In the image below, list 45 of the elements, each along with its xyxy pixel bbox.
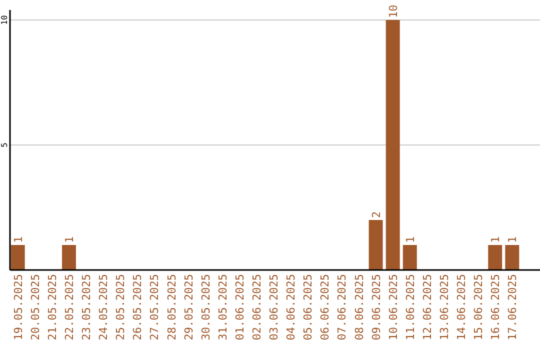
x-tick-label: 19.05.2025	[12, 274, 25, 340]
x-tick-label: 13.06.2025	[438, 274, 451, 340]
bar	[62, 245, 76, 270]
x-tick-label: 23.05.2025	[80, 274, 94, 340]
x-tick-label: 29.05.2025	[182, 274, 196, 340]
x-tick-label: 12.06.2025	[420, 274, 434, 340]
x-tick-label: 16.06.2025	[489, 274, 502, 340]
x-tick-label: 22.05.2025	[62, 274, 76, 340]
x-tick-label: 30.05.2025	[199, 274, 212, 340]
x-tick-label: 31.05.2025	[216, 274, 230, 340]
bar	[402, 245, 417, 270]
bar	[386, 20, 400, 270]
x-tick-label: 26.05.2025	[131, 274, 144, 340]
data-label: 2	[370, 211, 383, 218]
x-tick-label: 09.06.2025	[370, 274, 383, 340]
data-label: 10	[386, 4, 400, 18]
bar	[505, 245, 520, 270]
x-tick-label: 21.05.2025	[46, 274, 59, 340]
x-tick-label: 03.06.2025	[268, 274, 281, 340]
x-tick-label: 27.05.2025	[148, 274, 162, 340]
bar	[488, 245, 502, 270]
x-tick-label: 08.06.2025	[352, 274, 366, 340]
x-tick-label: 11.06.2025	[404, 274, 417, 340]
x-tick-label: 05.06.2025	[302, 274, 315, 340]
x-tick-label: 24.05.2025	[97, 274, 110, 340]
x-tick-label: 28.05.2025	[165, 274, 178, 340]
data-label: 1	[12, 236, 25, 243]
data-label: 1	[489, 236, 502, 243]
x-tick-label: 10.06.2025	[386, 274, 400, 340]
x-tick-label: 15.06.2025	[472, 274, 486, 340]
x-tick-label: 04.06.2025	[284, 274, 298, 340]
x-tick-label: 20.05.2025	[28, 274, 42, 340]
x-tick-label: 17.06.2025	[506, 274, 520, 340]
x-tick-label: 25.05.2025	[114, 274, 128, 340]
x-tick-label: 02.06.2025	[250, 274, 264, 340]
x-tick-label: 06.06.2025	[318, 274, 332, 340]
data-label: 1	[506, 236, 520, 243]
bar	[368, 220, 383, 270]
y-tick-label: 5	[0, 142, 9, 148]
bar	[10, 245, 25, 270]
data-label: 1	[404, 236, 417, 243]
x-tick-label: 01.06.2025	[233, 274, 246, 340]
x-tick-label: 14.06.2025	[455, 274, 468, 340]
x-tick-label: 07.06.2025	[336, 274, 349, 340]
data-label: 1	[62, 236, 76, 243]
